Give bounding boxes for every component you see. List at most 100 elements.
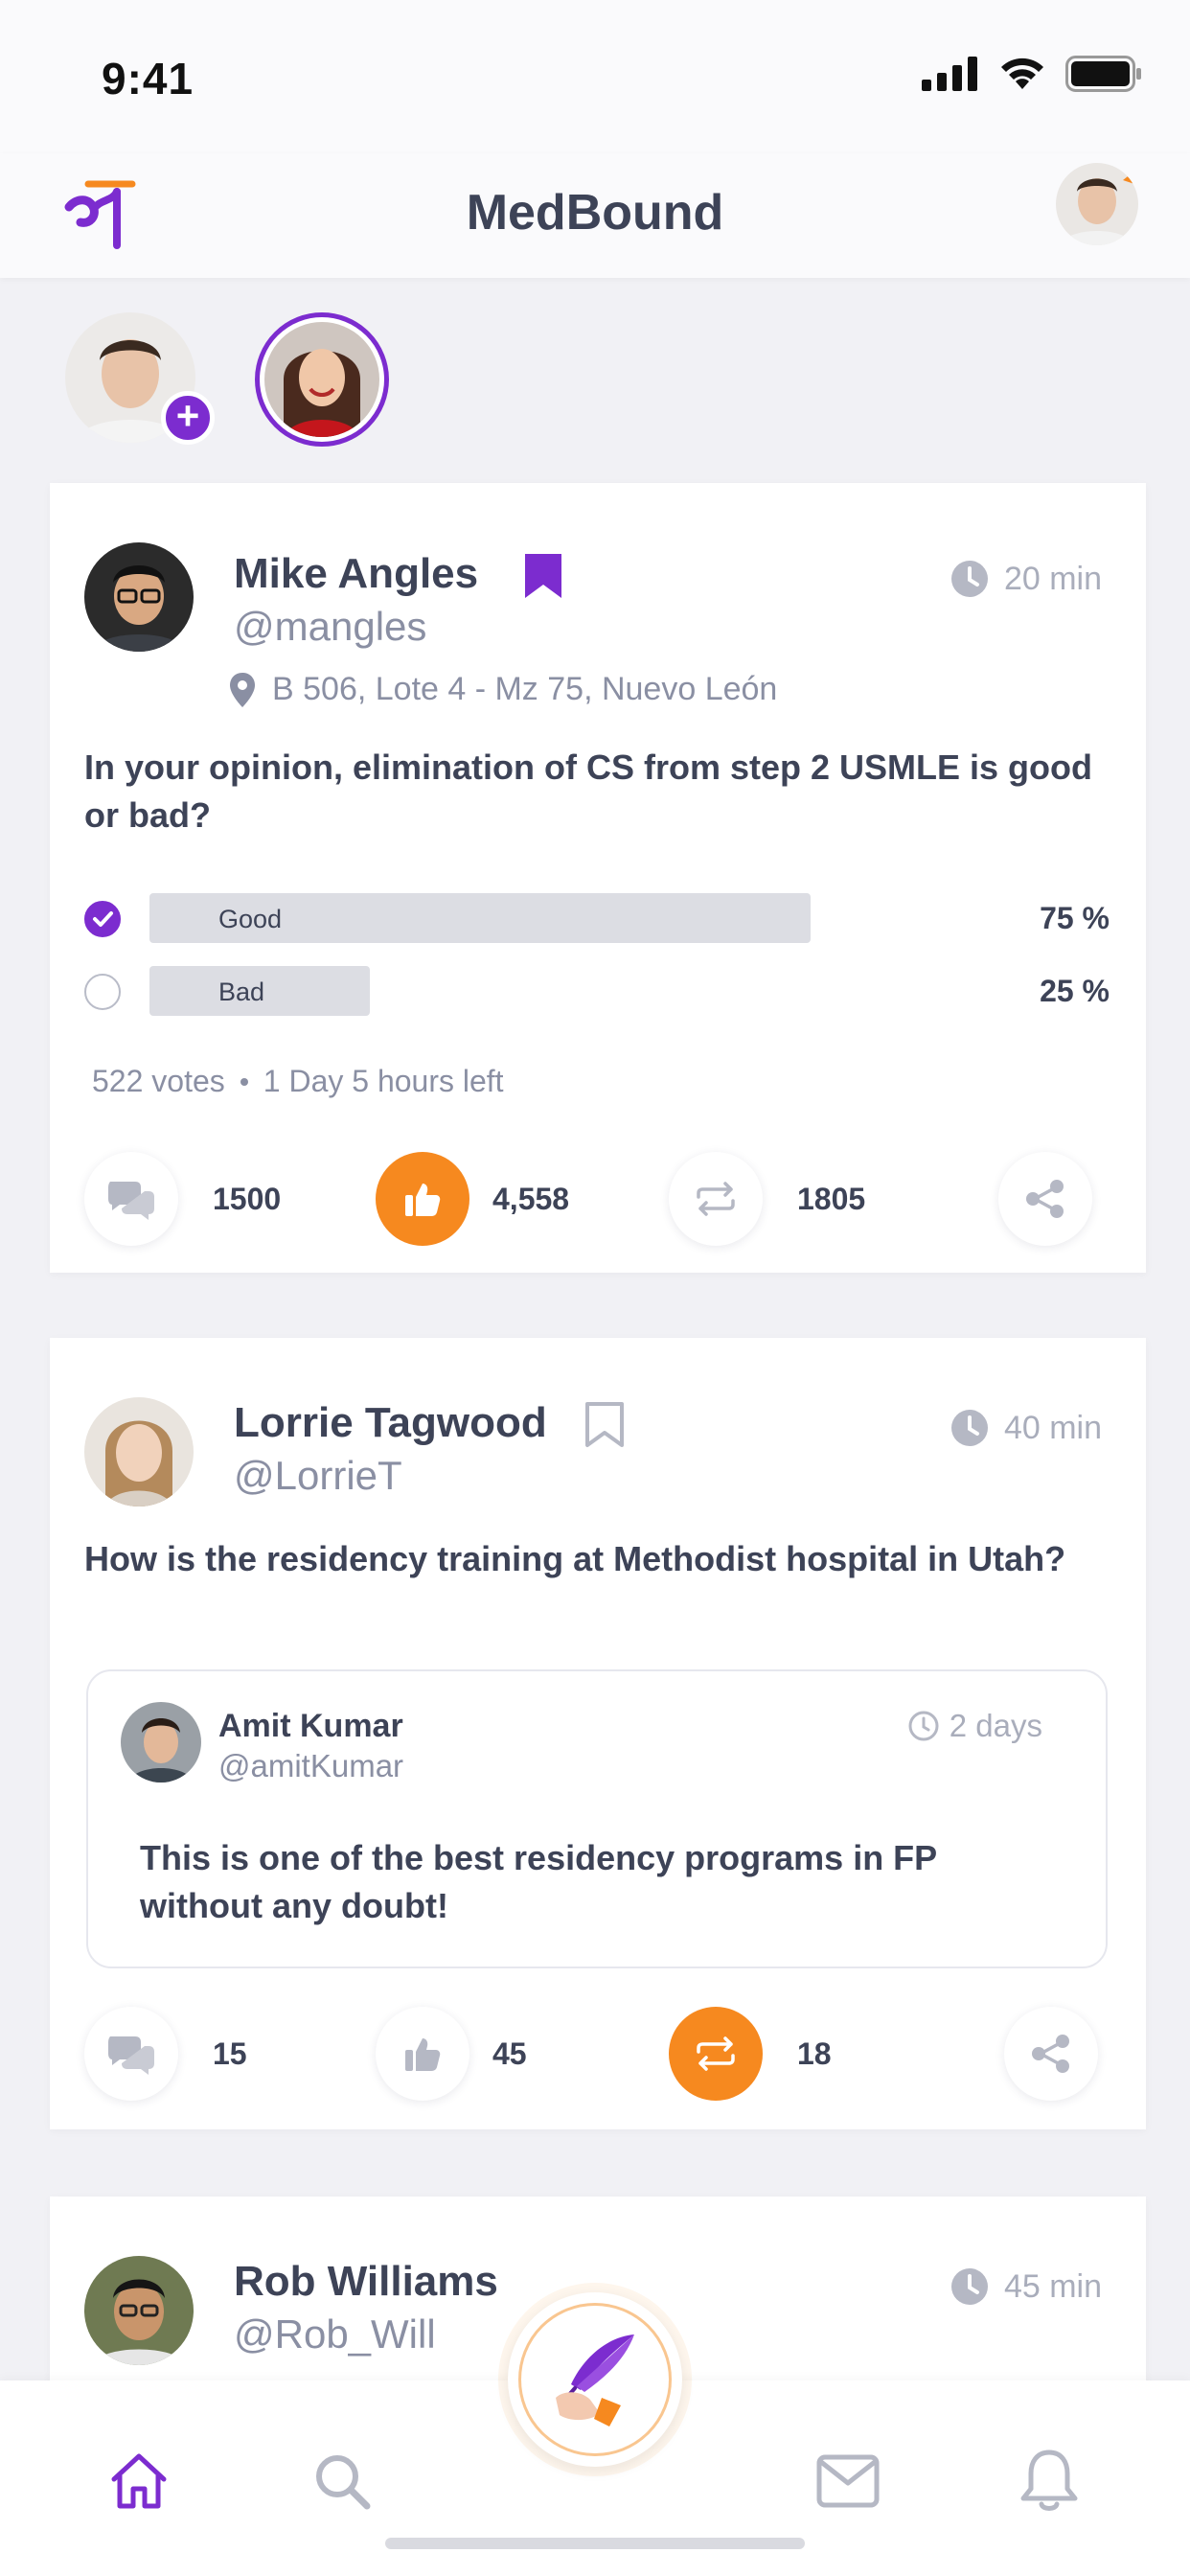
poll-option[interactable]: Bad 25 % — [84, 966, 1110, 1018]
post-time: 40 min — [950, 1409, 1102, 1447]
poll-radio[interactable] — [84, 974, 121, 1010]
reply-card[interactable]: Amit Kumar @amitKumar 2 days This is one… — [86, 1669, 1108, 1968]
comments-button[interactable] — [84, 2007, 178, 2101]
post-time-label: 45 min — [1003, 2267, 1102, 2305]
author-name[interactable]: Mike Angles — [234, 550, 479, 597]
comments-icon — [108, 1182, 154, 1220]
post-time-label: 20 min — [1003, 560, 1102, 597]
author-name[interactable]: Lorrie Tagwood — [234, 1399, 547, 1446]
likes-count: 45 — [492, 2036, 527, 2071]
poll-option-label: Good — [218, 905, 283, 933]
author-handle: @LorrieT — [234, 1453, 402, 1498]
likes-count: 4,558 — [492, 1181, 570, 1216]
wifi-icon — [1001, 58, 1043, 89]
post-card[interactable]: Lorrie Tagwood @LorrieT 40 min How is th… — [50, 1338, 1146, 2129]
comments-count: 1500 — [213, 1181, 282, 1216]
location-pin-icon — [230, 672, 255, 707]
author-avatar[interactable] — [84, 542, 194, 652]
nav-notifications[interactable] — [1016, 2448, 1083, 2515]
clock-icon — [950, 1410, 988, 1446]
story-avatar[interactable] — [255, 312, 389, 447]
post-question: In your opinion, elimination of CS from … — [84, 748, 1093, 835]
author-avatar[interactable] — [84, 2256, 194, 2365]
comments-count: 15 — [213, 2036, 247, 2071]
compose-button[interactable] — [508, 2292, 682, 2467]
compose-quill-icon — [556, 2334, 634, 2426]
share-action[interactable] — [998, 1152, 1092, 1246]
app-logo[interactable] — [63, 174, 140, 251]
post-card[interactable]: Mike Angles @mangles 20 min B 506, Lote … — [50, 483, 1146, 1273]
location-text: B 506, Lote 4 - Mz 75, Nuevo León — [272, 671, 778, 707]
status-icons — [922, 56, 1142, 92]
cellular-signal-icon — [922, 57, 977, 91]
poll-option-label: Bad — [218, 978, 265, 1006]
poll-radio-checked[interactable] — [84, 901, 121, 937]
comments-icon — [108, 2036, 154, 2075]
bell-icon — [1020, 2450, 1078, 2511]
poll-percent: 25 % — [1040, 974, 1110, 1008]
stories-row: + — [0, 278, 1190, 479]
post-actions: 1500 4,558 1805 — [84, 1152, 1110, 1248]
comments-button[interactable] — [84, 1152, 178, 1246]
profile-avatar[interactable] — [1056, 163, 1138, 245]
repost-button[interactable] — [669, 1152, 763, 1246]
author-handle: @mangles — [234, 604, 427, 649]
comments-action[interactable]: 1500 — [84, 1152, 281, 1246]
repost-action[interactable]: 1805 — [669, 1152, 865, 1246]
reply-time: 2 days — [907, 1708, 1042, 1744]
reply-author-name[interactable]: Amit Kumar — [218, 1708, 403, 1744]
nav-home[interactable] — [105, 2448, 172, 2515]
home-icon — [111, 2453, 167, 2509]
poll-bar — [149, 966, 370, 1016]
check-icon — [93, 911, 113, 927]
poll-time-left: 1 Day 5 hours left — [263, 1064, 504, 1098]
nav-messages[interactable] — [814, 2448, 881, 2515]
bookmark-outline-icon[interactable] — [584, 1401, 625, 1449]
like-button[interactable] — [376, 2007, 469, 2101]
nav-search[interactable] — [309, 2448, 376, 2515]
repost-icon — [697, 2036, 735, 2071]
poll-percent: 75 % — [1040, 901, 1110, 935]
share-icon — [1026, 1180, 1064, 1218]
clock-icon — [950, 2268, 988, 2305]
poll-bar — [149, 893, 811, 943]
share-icon — [1032, 2035, 1069, 2073]
status-bar: 9:41 — [0, 0, 1190, 153]
post-actions: 15 45 18 — [84, 2007, 1110, 2103]
post-question: How is the residency training at Methodi… — [84, 1539, 1066, 1578]
home-indicator — [385, 2538, 805, 2549]
add-story-button[interactable]: + — [161, 391, 215, 445]
author-avatar[interactable] — [84, 1397, 194, 1506]
like-action[interactable]: 45 — [376, 2007, 527, 2101]
share-button[interactable] — [1004, 2007, 1098, 2101]
status-time: 9:41 — [102, 54, 195, 104]
like-button[interactable] — [376, 1152, 469, 1246]
logo-icon — [64, 180, 136, 249]
comments-action[interactable]: 15 — [84, 2007, 247, 2101]
poll-votes: 522 votes — [92, 1064, 225, 1098]
repost-action[interactable]: 18 — [669, 2007, 832, 2101]
like-action[interactable]: 4,558 — [376, 1152, 569, 1246]
reply-time-label: 2 days — [949, 1708, 1042, 1743]
share-button[interactable] — [998, 1152, 1092, 1246]
like-icon — [405, 1184, 441, 1216]
reply-text: This is one of the best residency progra… — [140, 1838, 937, 1925]
separator-dot — [240, 1077, 248, 1086]
repost-button[interactable] — [669, 2007, 763, 2101]
reposts-count: 18 — [797, 2036, 832, 2071]
search-icon — [316, 2455, 371, 2510]
clock-icon — [950, 561, 988, 597]
reposts-count: 1805 — [797, 1181, 866, 1216]
author-name[interactable]: Rob Williams — [234, 2258, 498, 2305]
like-icon — [405, 2038, 441, 2071]
poll-option[interactable]: Good 75 % — [84, 893, 1110, 945]
repost-icon — [697, 1182, 735, 1216]
battery-icon — [1065, 56, 1141, 92]
mail-icon — [816, 2454, 880, 2508]
poll-meta: 522 votes 1 Day 5 hours left — [92, 1064, 504, 1099]
bookmark-filled-icon[interactable] — [523, 552, 563, 600]
clock-outline-icon — [908, 1711, 939, 1741]
reply-avatar[interactable] — [121, 1702, 201, 1782]
share-action[interactable] — [1004, 2007, 1098, 2101]
app-header: MedBound — [0, 153, 1190, 278]
